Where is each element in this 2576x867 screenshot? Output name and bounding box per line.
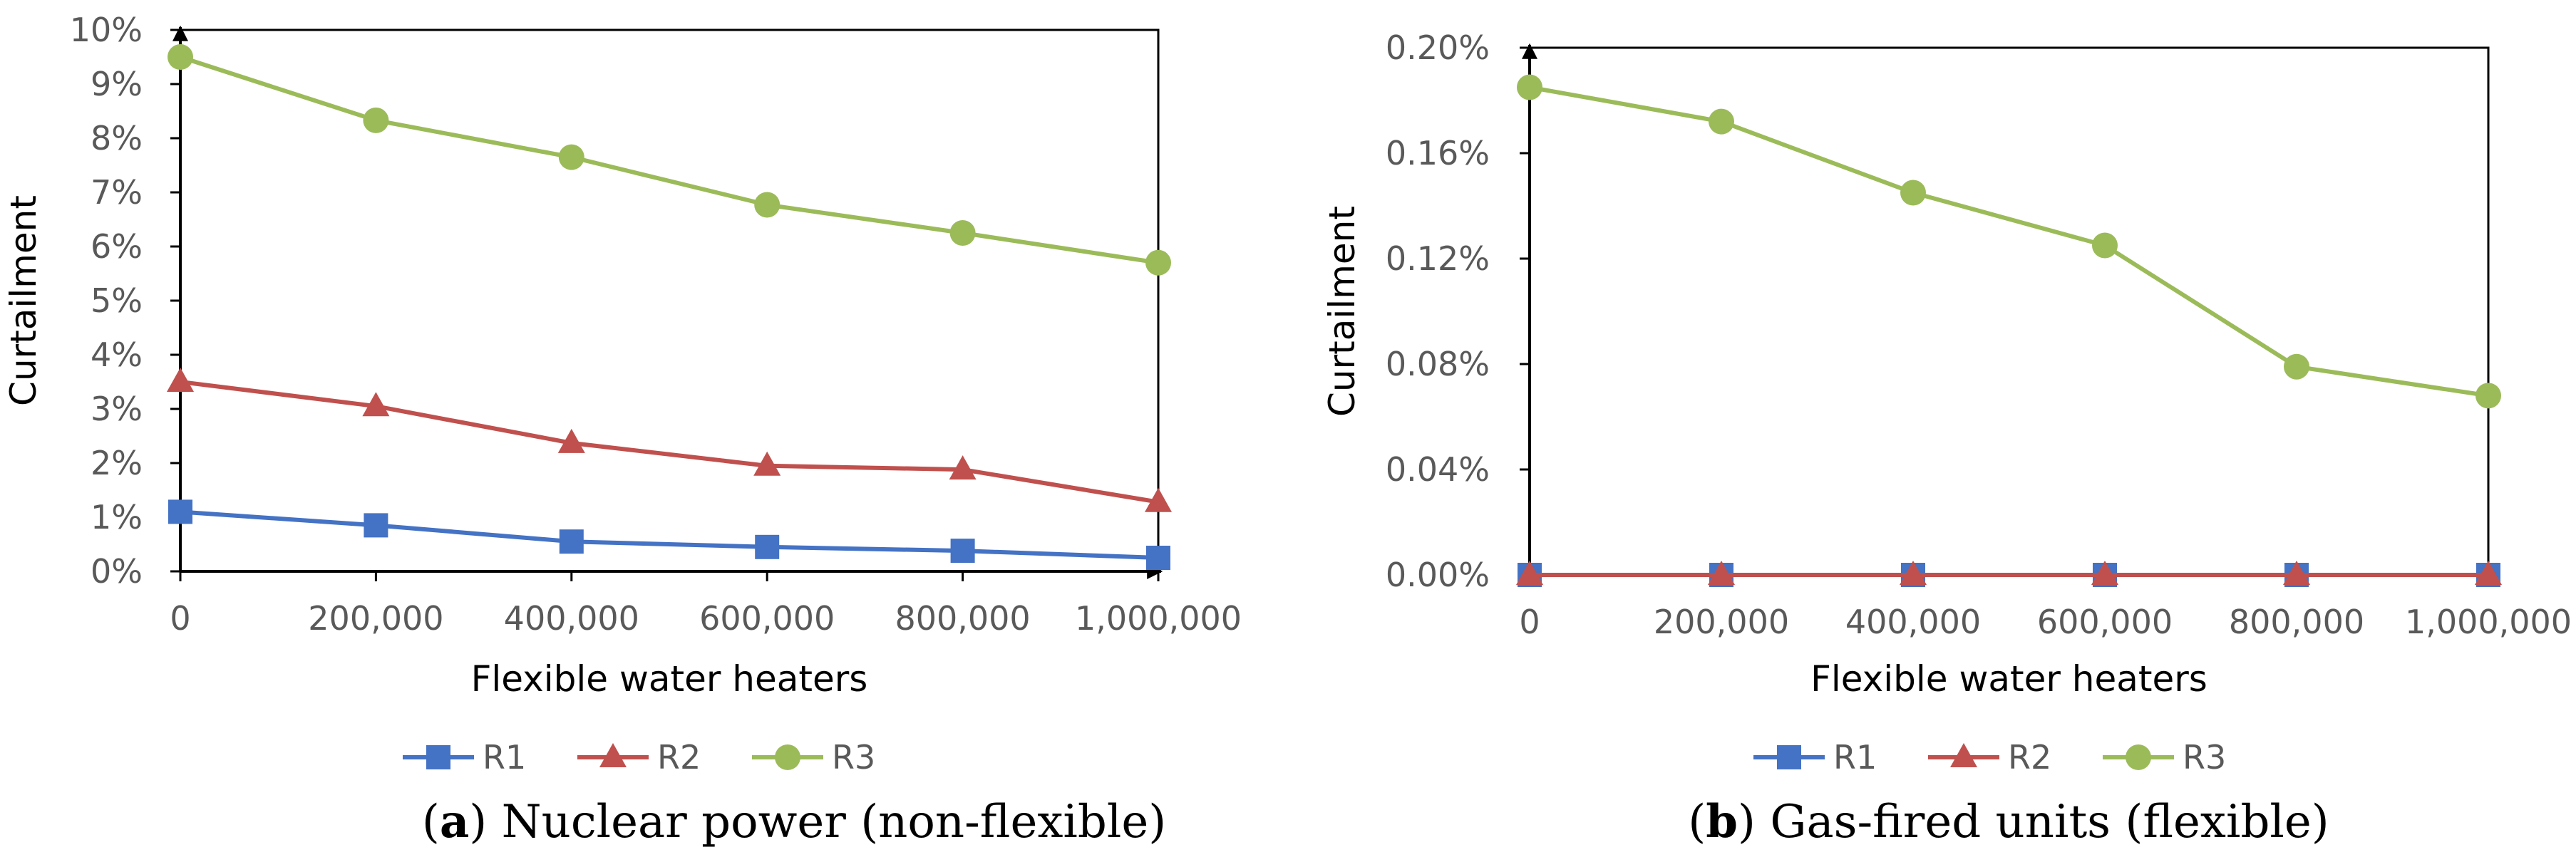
series-r3-point xyxy=(558,144,584,170)
y-tick-label: 7% xyxy=(91,173,143,212)
x-tick-label: 1,000,000 xyxy=(2405,603,2572,641)
y-tick-label: 0.08% xyxy=(1386,345,1490,383)
chart-panel-a: 0% 1% 2% 3% 4% 5% 6% 7% 8% 9% 10% 0 200,000 400,000 60… xyxy=(3,11,1242,848)
legend-r1-marker xyxy=(426,745,450,769)
series-r1-point xyxy=(168,499,192,524)
series-r2-point xyxy=(167,368,194,392)
legend-r2-label: R2 xyxy=(2008,738,2051,777)
y-tick-label: 10% xyxy=(70,11,143,49)
series-r3-point xyxy=(2092,232,2118,259)
y-tick-label: 1% xyxy=(91,498,143,536)
legend: R1 R2 R3 xyxy=(1753,738,2226,777)
series-r3-point xyxy=(949,220,976,246)
y-tick-label: 3% xyxy=(91,390,143,428)
legend-r3-label: R3 xyxy=(2183,738,2226,777)
series-r2-point xyxy=(2091,561,2118,585)
x-tick-label: 800,000 xyxy=(895,599,1030,638)
series-r3-point xyxy=(2475,383,2501,409)
series-r1-point xyxy=(1146,546,1170,570)
y-tick-label: 0.12% xyxy=(1386,239,1490,278)
series-r3-point xyxy=(754,192,780,218)
series-r2-point xyxy=(2475,561,2502,585)
chart-panel-b: 0.00% 0.04% 0.08% 0.12% 0.16% 0.20% 0 200,000 40… xyxy=(1322,28,2572,848)
y-tick-label: 0% xyxy=(91,552,143,591)
panel-caption-letter: b xyxy=(1706,795,1738,848)
series-r1-point xyxy=(364,513,388,538)
panel-caption-letter: a xyxy=(440,795,469,848)
series-r1-point xyxy=(559,529,584,554)
plot-border xyxy=(1530,46,2490,575)
series-r3-line xyxy=(1529,85,2489,398)
x-tick-label: 800,000 xyxy=(2229,603,2364,641)
y-tick-label: 0.20% xyxy=(1386,28,1490,67)
y-tick-label: 0.16% xyxy=(1386,134,1490,172)
series-r2-point xyxy=(1708,561,1735,585)
x-tick-label: 1,000,000 xyxy=(1075,599,1242,638)
series-r2-point xyxy=(753,451,781,476)
x-tick-label: 0 xyxy=(1519,603,1540,641)
y-axis-title: Curtailment xyxy=(1322,206,1363,417)
y-tick-label: 8% xyxy=(91,119,143,157)
legend-r1-label: R1 xyxy=(1833,738,1877,777)
series-r2-line xyxy=(180,380,1159,504)
series-r2-point xyxy=(1516,561,1543,585)
series-r2-point xyxy=(1145,487,1172,512)
legend-r3-marker xyxy=(2126,744,2151,770)
y-axis-title: Curtailment xyxy=(3,195,44,406)
legend-r2-label: R2 xyxy=(657,738,701,777)
y-tick-label: 9% xyxy=(91,65,143,103)
x-tick-label: 600,000 xyxy=(2037,603,2173,641)
x-tick-label: 0 xyxy=(170,599,190,638)
series-r3-point xyxy=(2284,353,2309,380)
y-tick-label: 6% xyxy=(91,227,143,266)
series-r3-point xyxy=(1145,249,1171,276)
panel-caption: (a) Nuclear power (non-flexible) xyxy=(422,795,1166,848)
series-r3-point xyxy=(1900,180,1926,206)
series-r3-point xyxy=(1517,74,1542,100)
panel-caption: (b) Gas-fired units (flexible) xyxy=(1688,795,2329,848)
legend: R1 R2 R3 xyxy=(403,738,875,777)
series-r3-point xyxy=(1709,108,1734,135)
y-tick-label: 2% xyxy=(91,444,143,482)
series-r3-point xyxy=(363,107,389,133)
series-r3-line xyxy=(180,55,1159,265)
x-axis-title: Flexible water heaters xyxy=(471,658,868,700)
series-r3-point xyxy=(168,44,193,70)
legend-r1-label: R1 xyxy=(483,738,526,777)
legend-r1-marker xyxy=(1777,745,1801,769)
x-tick-label: 400,000 xyxy=(1845,603,1981,641)
series-r2-point xyxy=(949,455,977,480)
series-r1-point xyxy=(755,534,780,559)
y-tick-label: 4% xyxy=(91,336,143,374)
series-r2-point xyxy=(557,428,585,453)
x-tick-label: 200,000 xyxy=(1654,603,1789,641)
x-tick-label: 400,000 xyxy=(504,599,639,638)
y-tick-label: 5% xyxy=(91,281,143,320)
series-r2-point xyxy=(362,392,390,417)
legend-r2-marker xyxy=(1950,743,1977,767)
series-r1-point xyxy=(950,539,975,564)
x-tick-label: 200,000 xyxy=(308,599,443,638)
y-tick-label: 0.04% xyxy=(1386,450,1490,489)
y-tick-label: 0.00% xyxy=(1386,556,1490,594)
series-r2-point xyxy=(2283,561,2310,585)
legend-r3-marker xyxy=(775,744,800,770)
legend-r3-label: R3 xyxy=(832,738,875,777)
series-r2-point xyxy=(1900,561,1927,585)
plot-border xyxy=(180,28,1160,571)
x-tick-label: 600,000 xyxy=(699,599,835,638)
x-axis-title: Flexible water heaters xyxy=(1810,658,2207,700)
series-r1-line xyxy=(180,509,1159,560)
legend-r2-marker xyxy=(599,743,627,767)
